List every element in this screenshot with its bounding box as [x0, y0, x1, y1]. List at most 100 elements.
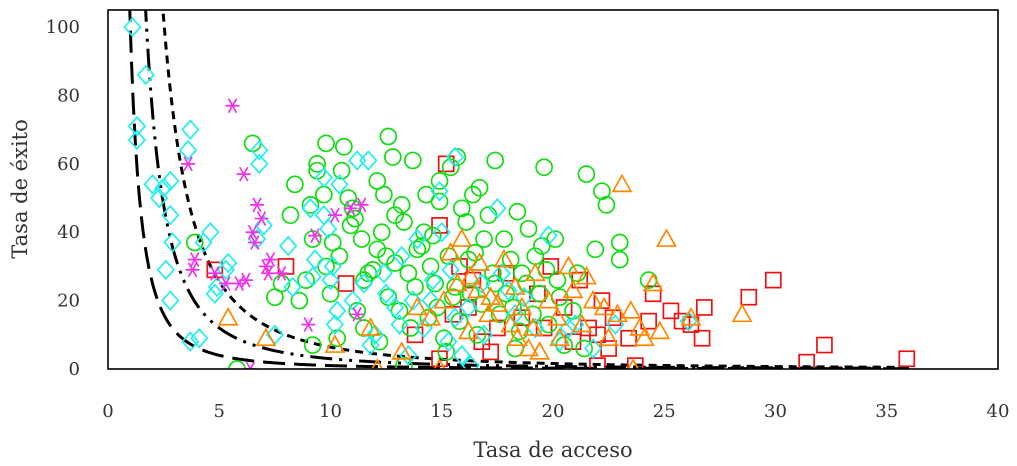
diamond-marker	[194, 232, 213, 253]
diamond-marker	[314, 167, 333, 188]
diamond-marker	[432, 221, 451, 243]
circle-marker	[577, 165, 596, 183]
circle-marker	[610, 250, 629, 269]
circle-marker	[452, 199, 471, 218]
circle-marker	[352, 230, 371, 248]
diamond-marker	[283, 276, 302, 298]
square-marker	[337, 275, 355, 292]
triangle-marker	[538, 289, 560, 309]
x-tick-label: 0	[102, 401, 113, 422]
triangle-marker	[433, 289, 455, 309]
diamond-marker	[123, 16, 142, 38]
circle-marker	[286, 175, 304, 194]
asterisk-marker	[263, 252, 278, 268]
circle-marker	[495, 230, 513, 248]
diamond-marker	[136, 64, 155, 86]
triangle-marker	[360, 317, 382, 336]
diamond-marker	[374, 262, 394, 284]
square-marker	[620, 329, 638, 347]
circle-marker	[430, 172, 449, 190]
curve-dash-dot-dot	[144, 10, 910, 369]
triangle-marker	[469, 252, 491, 271]
diamond-marker	[461, 355, 480, 369]
x-axis-label: Tasa de acceso	[473, 438, 632, 462]
diamond-marker	[385, 297, 405, 318]
diamond-marker	[452, 345, 471, 366]
diamond-marker	[423, 269, 442, 291]
circle-marker	[403, 151, 422, 170]
triangle-marker	[620, 300, 642, 319]
circle-marker	[395, 356, 413, 369]
triangle-marker	[518, 337, 539, 357]
x-tick-label: 5	[214, 401, 225, 422]
asterisk-marker	[261, 265, 276, 281]
circle-marker	[501, 250, 520, 269]
diamond-marker	[150, 187, 169, 209]
triangle-marker	[582, 289, 604, 309]
asterisk-marker	[254, 211, 269, 226]
diamond-marker	[328, 300, 347, 322]
asterisk-marker	[354, 197, 369, 213]
diamond-marker	[343, 290, 362, 311]
diamond-marker	[474, 324, 494, 346]
triangle-marker	[642, 272, 664, 292]
asterisk-marker	[187, 252, 202, 268]
circle-marker	[441, 158, 460, 177]
asterisk-marker	[307, 228, 322, 244]
diamond-marker	[201, 221, 220, 243]
diamond-marker	[472, 273, 491, 294]
circle-marker	[355, 319, 373, 337]
diamond-marker	[181, 119, 200, 140]
asterisk-marker	[327, 207, 342, 223]
circle-marker	[444, 288, 462, 307]
diamond-marker	[305, 249, 325, 270]
diamond-marker	[250, 153, 269, 175]
square-marker	[589, 357, 606, 369]
circle-marker	[392, 196, 411, 214]
y-tick-label: 60	[57, 154, 80, 175]
x-tick-label: 15	[430, 401, 453, 422]
triangle-marker	[524, 262, 546, 282]
triangle-marker	[627, 358, 640, 369]
circle-marker	[430, 192, 449, 211]
circle-marker	[610, 233, 629, 252]
circle-marker	[317, 134, 335, 153]
circle-marker	[303, 336, 322, 354]
square-marker	[513, 309, 531, 327]
asterisk-marker	[218, 276, 233, 291]
circle-marker	[508, 202, 527, 221]
diamond-marker	[459, 297, 478, 318]
diamond-marker	[354, 273, 374, 294]
triangle-marker	[629, 317, 651, 336]
y-axis-label: Tasa de éxito	[8, 119, 32, 258]
diamond-marker	[127, 129, 147, 151]
asterisk-marker	[301, 317, 316, 332]
y-tick-label: 20	[57, 291, 80, 312]
triangle-marker	[549, 327, 571, 347]
diamond-marker	[365, 324, 385, 346]
circle-marker	[575, 339, 594, 358]
diamond-marker	[583, 338, 603, 359]
triangle-marker	[558, 255, 580, 275]
triangle-marker	[371, 358, 384, 369]
circle-marker	[424, 226, 442, 245]
triangle-marker	[433, 358, 446, 369]
square-marker	[673, 312, 691, 330]
triangle-marker	[546, 306, 568, 326]
y-tick-label: 0	[69, 359, 80, 380]
circle-marker	[348, 302, 367, 320]
circle-marker	[479, 206, 498, 224]
asterisk-marker	[181, 156, 196, 172]
diamond-marker	[154, 177, 173, 199]
triangle-marker	[500, 313, 522, 333]
circle-marker	[308, 155, 326, 173]
triangle-marker	[529, 341, 551, 360]
circle-marker	[564, 302, 582, 320]
triangle-marker	[446, 272, 468, 292]
circle-marker	[437, 343, 456, 361]
plot-frame	[107, 9, 999, 370]
triangle-marker	[420, 306, 442, 326]
diamond-marker	[392, 245, 411, 267]
diamond-marker	[250, 139, 269, 161]
